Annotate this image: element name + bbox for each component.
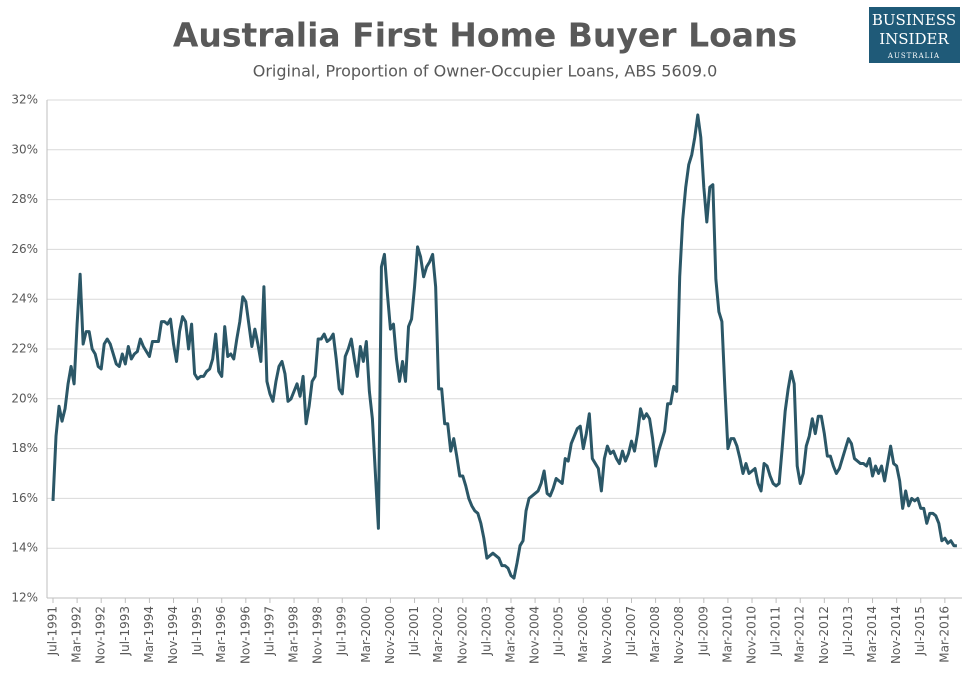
x-tick-label: Jul-2001 — [407, 606, 421, 656]
x-tick-label: Nov-2008 — [672, 606, 686, 664]
x-tick-label: Mar-2010 — [720, 606, 734, 663]
x-tick-label: Jul-2011 — [769, 606, 783, 656]
x-tick-label: Jul-2009 — [696, 606, 710, 656]
logo-box — [869, 7, 960, 63]
x-tick-label: Nov-2010 — [745, 606, 759, 664]
x-tick-label: Nov-2002 — [455, 606, 469, 664]
x-tick-label: Jul-1995 — [190, 606, 204, 656]
x-tick-label: Mar-1992 — [70, 606, 84, 663]
x-tick-label: Nov-1992 — [94, 606, 108, 664]
x-tick-label: Nov-1998 — [311, 606, 325, 664]
chart-subtitle: Original, Proportion of Owner-Occupier L… — [253, 62, 718, 81]
x-tick-label: Nov-2006 — [600, 606, 614, 664]
y-tick-label: 30% — [11, 142, 38, 156]
y-tick-label: 20% — [11, 391, 38, 405]
x-tick-label: Mar-1994 — [142, 606, 156, 663]
y-tick-label: 18% — [11, 441, 38, 455]
x-tick-label: Jul-1993 — [118, 606, 132, 656]
y-tick-label: 26% — [11, 242, 38, 256]
x-tick-label: Jul-2005 — [552, 606, 566, 656]
y-tick-label: 16% — [11, 491, 38, 505]
x-tick-label: Jul-2007 — [624, 606, 638, 656]
logo-text: AUSTRALIA — [887, 52, 940, 60]
y-tick-label: 32% — [11, 93, 38, 107]
x-tick-label: Mar-2002 — [431, 606, 445, 663]
x-tick-label: Nov-2014 — [889, 606, 903, 664]
x-tick-label: Mar-2014 — [865, 606, 879, 663]
x-tick-label: Nov-2000 — [383, 606, 397, 664]
logo-text: BUSINESS — [872, 11, 956, 29]
x-tick-label: Mar-2006 — [576, 606, 590, 663]
logo-text: INSIDER — [879, 30, 949, 48]
x-tick-label: Jul-2003 — [479, 606, 493, 656]
x-tick-label: Nov-1996 — [238, 606, 252, 664]
x-tick-label: Mar-2004 — [503, 606, 517, 663]
x-tick-label: Mar-2000 — [359, 606, 373, 663]
data-line — [51, 113, 957, 580]
x-tick-label: Jul-1997 — [262, 606, 276, 656]
y-tick-label: 14% — [11, 541, 38, 555]
logo: BUSINESS INSIDER AUSTRALIA — [869, 7, 960, 63]
x-tick-label: Mar-1998 — [287, 606, 301, 663]
x-tick-label: Mar-2016 — [937, 606, 951, 663]
chart-title: Australia First Home Buyer Loans — [173, 16, 797, 55]
y-tick-label: 22% — [11, 342, 38, 356]
x-tick-label: Jul-2013 — [841, 606, 855, 656]
y-tick-label: 12% — [11, 591, 38, 605]
x-tick-label: Nov-1994 — [166, 606, 180, 664]
y-tick-label: 28% — [11, 192, 38, 206]
x-tick-label: Mar-2008 — [648, 606, 662, 663]
x-tick-label: Nov-2012 — [817, 606, 831, 664]
y-tick-label: 24% — [11, 292, 38, 306]
x-tick-label: Jul-1999 — [335, 606, 349, 656]
x-tick-label: Nov-2004 — [528, 606, 542, 664]
x-tick-label: Mar-2012 — [793, 606, 807, 663]
x-tick-label: Jul-2015 — [913, 606, 927, 656]
x-tick-label: Mar-1996 — [214, 606, 228, 663]
x-tick-label: Jul-1991 — [46, 606, 60, 656]
